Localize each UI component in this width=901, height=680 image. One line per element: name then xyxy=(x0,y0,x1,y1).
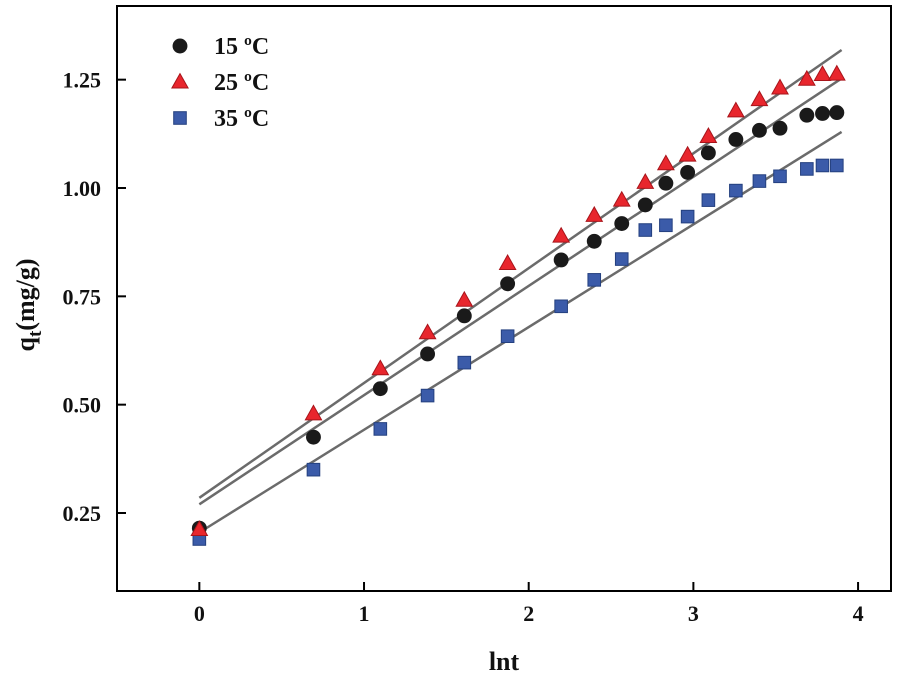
x-tick-label: 1 xyxy=(359,601,370,626)
data-point-triangle xyxy=(726,101,745,118)
data-point-square xyxy=(701,193,716,207)
data-point-circle xyxy=(614,216,630,231)
data-point-triangle xyxy=(498,254,517,270)
data-point-circle xyxy=(637,197,653,213)
data-point-square xyxy=(306,462,321,477)
fit-line xyxy=(198,77,843,506)
data-point-triangle xyxy=(418,323,437,340)
data-point-circle xyxy=(658,175,674,191)
data-point-circle xyxy=(306,429,321,445)
y-tick-label: 0.75 xyxy=(63,284,102,309)
data-point-square xyxy=(815,158,830,173)
legend-label: 15 ºC xyxy=(214,34,269,60)
data-point-square xyxy=(173,111,187,125)
data-point-triangle xyxy=(585,205,604,222)
x-axis-title: lnt xyxy=(489,647,520,676)
data-point-square xyxy=(373,422,388,436)
y-axis-title-subscript: t xyxy=(25,330,46,337)
data-point-triangle xyxy=(827,64,846,81)
data-point-triangle xyxy=(612,190,631,207)
data-point-triangle xyxy=(797,69,816,86)
x-tick-label: 2 xyxy=(523,601,534,626)
legend-label: 35 ºC xyxy=(214,106,269,132)
data-markers xyxy=(190,64,846,546)
data-point-circle xyxy=(751,122,767,138)
data-point-circle xyxy=(728,132,744,147)
data-point-square xyxy=(659,218,673,233)
data-point-square xyxy=(729,183,743,198)
data-point-circle xyxy=(829,105,845,121)
y-tick-label: 0.50 xyxy=(63,393,102,418)
y-axis-title-main: q xyxy=(11,337,40,352)
data-point-circle xyxy=(553,252,569,268)
data-point-square xyxy=(752,174,767,188)
data-point-square xyxy=(680,209,695,224)
data-point-circle xyxy=(586,233,602,249)
x-tick-label: 4 xyxy=(853,601,864,626)
plot-frame xyxy=(116,5,892,592)
data-point-circle xyxy=(799,107,815,123)
y-tick-label: 0.25 xyxy=(63,501,102,526)
data-point-triangle xyxy=(813,65,832,82)
data-point-square xyxy=(554,299,568,314)
data-point-square xyxy=(614,252,629,266)
y-tick-label: 1.00 xyxy=(63,176,102,201)
x-tick-label: 0 xyxy=(194,601,205,626)
data-point-circle xyxy=(700,145,716,161)
data-point-triangle xyxy=(371,359,390,376)
data-point-square xyxy=(830,158,844,173)
data-point-circle xyxy=(772,120,788,136)
data-point-circle xyxy=(172,38,188,54)
legend: 15 ºC 25 ºC 35 ºC xyxy=(171,34,269,132)
data-point-square xyxy=(773,169,787,184)
data-point-circle xyxy=(420,346,436,362)
data-point-triangle xyxy=(771,78,789,95)
legend-label: 25 ºC xyxy=(214,70,269,96)
data-point-triangle xyxy=(455,290,474,307)
data-point-triangle xyxy=(656,154,675,171)
data-point-square xyxy=(638,223,653,237)
data-point-square xyxy=(420,388,435,403)
data-point-triangle xyxy=(636,172,655,189)
fit-line xyxy=(198,130,843,534)
data-point-triangle xyxy=(304,404,323,421)
data-point-circle xyxy=(815,106,830,121)
x-axis: 0 1 2 3 4 xyxy=(194,582,864,626)
data-point-square xyxy=(800,162,814,176)
y-axis-title-unit: (mg/g) xyxy=(11,259,40,331)
data-point-circle xyxy=(680,164,696,180)
data-point-circle xyxy=(500,276,516,292)
data-point-triangle xyxy=(552,226,571,243)
data-point-square xyxy=(587,273,602,287)
y-axis: 0.25 0.50 0.75 1.00 1.25 xyxy=(63,68,126,526)
data-point-circle xyxy=(372,381,388,397)
y-axis-title: qt(mg/g) xyxy=(11,259,46,352)
fit-line xyxy=(198,48,843,499)
x-tick-label: 3 xyxy=(688,601,699,626)
data-point-triangle xyxy=(750,90,769,107)
data-point-triangle xyxy=(678,145,697,162)
data-point-triangle xyxy=(699,127,718,143)
data-point-square xyxy=(457,355,472,370)
data-point-triangle xyxy=(171,72,189,89)
data-point-circle xyxy=(456,308,472,324)
data-point-triangle xyxy=(190,520,209,537)
y-tick-label: 1.25 xyxy=(63,68,102,93)
data-point-square xyxy=(500,329,515,343)
fit-lines xyxy=(198,48,843,534)
